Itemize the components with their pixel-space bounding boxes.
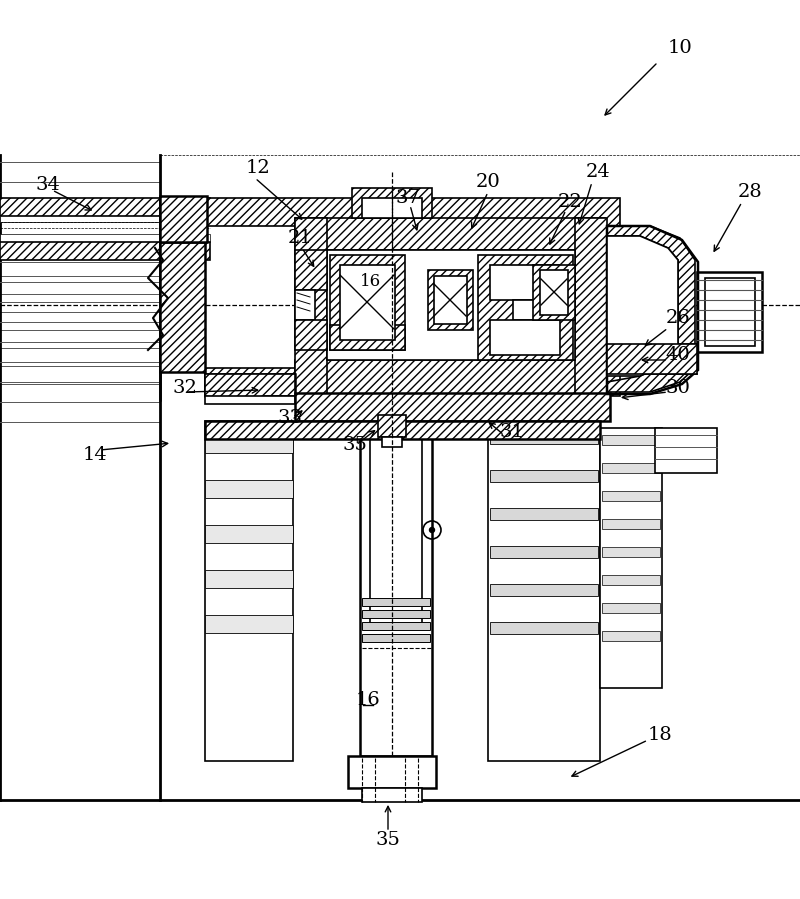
Text: 37: 37 [395, 189, 421, 207]
Text: 12: 12 [246, 159, 270, 177]
Bar [0, 198, 210, 216]
Text: 10: 10 [668, 39, 692, 57]
Bar [478, 255, 573, 360]
Bar [295, 360, 605, 396]
Text: 21: 21 [288, 229, 312, 247]
Bar [295, 393, 610, 421]
Bar [488, 421, 600, 761]
Bar [362, 634, 430, 642]
Bar [205, 421, 293, 761]
Bar [540, 270, 568, 315]
Text: 33: 33 [278, 409, 302, 427]
Bar [205, 615, 293, 633]
Bar [697, 272, 762, 352]
Text: 34: 34 [35, 176, 61, 194]
Bar [378, 415, 406, 437]
Text: 24: 24 [586, 163, 610, 181]
Text: 35: 35 [342, 436, 367, 454]
Bar [490, 265, 560, 300]
Bar [0, 216, 210, 222]
Bar [205, 435, 293, 453]
Bar [533, 265, 575, 320]
Bar [434, 276, 467, 324]
Bar [295, 218, 327, 396]
Text: 20: 20 [476, 173, 500, 191]
Bar [295, 250, 327, 290]
Bar [362, 610, 430, 618]
Bar [490, 470, 598, 482]
Bar [513, 300, 537, 320]
Bar [602, 547, 660, 557]
Bar [382, 437, 402, 447]
Bar [602, 575, 660, 585]
Bar [205, 368, 620, 396]
Bar [600, 428, 662, 688]
Bar [490, 584, 598, 596]
Bar [602, 631, 660, 641]
Bar [602, 519, 660, 529]
Polygon shape [607, 236, 678, 376]
Bar [205, 396, 295, 404]
Bar [160, 196, 207, 242]
Text: 30: 30 [666, 379, 690, 397]
Bar [295, 290, 315, 320]
Text: 40: 40 [666, 346, 690, 364]
Bar [428, 270, 473, 330]
Bar [602, 435, 660, 445]
Polygon shape [205, 374, 295, 400]
Text: 26: 26 [666, 309, 690, 327]
Bar [340, 265, 395, 340]
Text: 16: 16 [359, 273, 381, 290]
Bar [362, 622, 430, 630]
Bar [327, 250, 575, 360]
Bar [490, 622, 598, 634]
Text: 31: 31 [499, 423, 525, 441]
Bar [352, 188, 432, 218]
Bar [490, 546, 598, 558]
Bar [490, 508, 598, 520]
Bar [575, 218, 607, 396]
Text: 35: 35 [375, 831, 401, 849]
Bar [655, 428, 717, 473]
Bar [205, 525, 293, 543]
Bar [362, 598, 430, 606]
Bar [160, 198, 205, 242]
Text: 28: 28 [738, 183, 762, 201]
Bar [602, 491, 660, 501]
Bar [602, 463, 660, 473]
Bar [490, 320, 560, 355]
Bar [205, 421, 600, 439]
Bar [362, 788, 422, 802]
Bar [160, 242, 205, 372]
Bar [295, 320, 327, 350]
Bar [360, 421, 432, 756]
Bar [330, 325, 405, 350]
Text: 14: 14 [82, 446, 107, 464]
Bar [370, 428, 422, 628]
Text: 22: 22 [558, 193, 582, 211]
Bar [602, 603, 660, 613]
Bar [348, 756, 436, 788]
Circle shape [430, 528, 434, 532]
Bar [0, 234, 210, 242]
Bar [490, 432, 598, 444]
Text: 32: 32 [173, 379, 198, 397]
Text: 16: 16 [356, 691, 380, 709]
Bar [330, 255, 405, 350]
Text: 18: 18 [648, 726, 672, 744]
Polygon shape [607, 226, 695, 392]
Bar [205, 480, 293, 498]
Bar [205, 198, 620, 226]
Bar [205, 374, 295, 396]
Bar [295, 218, 605, 250]
Bar [205, 570, 293, 588]
Bar [607, 344, 697, 374]
Bar [705, 278, 755, 346]
Bar [362, 198, 422, 218]
Bar [0, 242, 210, 260]
